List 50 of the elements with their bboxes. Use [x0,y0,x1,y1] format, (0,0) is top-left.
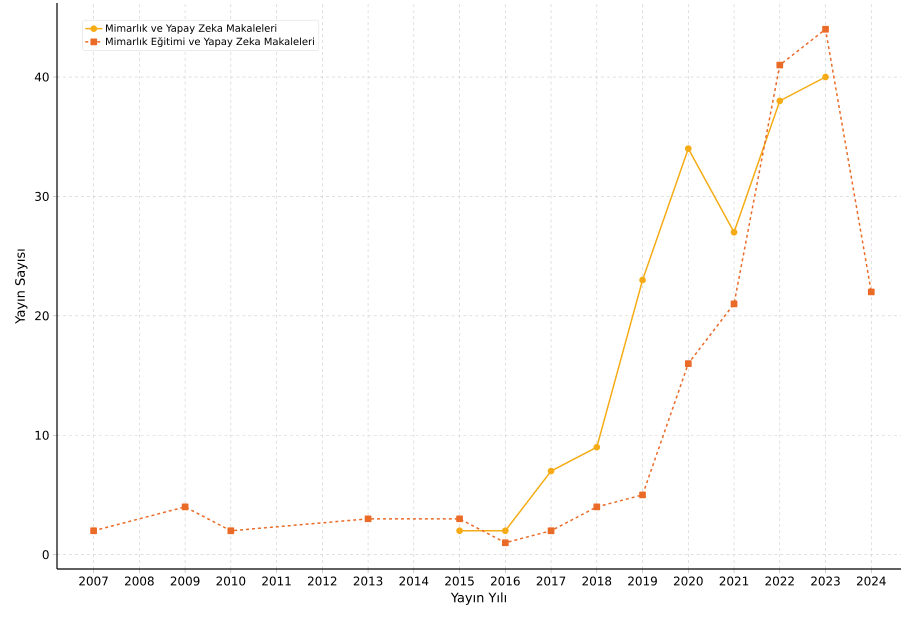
point [868,288,875,296]
x-tick-label: 2010 [216,576,246,586]
x-axis-title: Yayın Yılı [450,592,506,605]
x-tick-label: 2022 [765,576,794,586]
point [593,504,600,510]
x-tick-label: 2007 [79,576,108,586]
point [639,492,646,498]
x-tick-label: 2017 [536,576,566,586]
x-tick-label: 2021 [720,576,748,586]
point [502,527,509,534]
point [776,98,784,104]
point [227,527,234,534]
x-tick-label: 2014 [399,576,428,586]
legend-label: Mimarlık ve Yapay Zeka Makaleleri [106,24,276,34]
point [822,26,829,33]
x-tick-label: 2020 [674,576,703,586]
point [593,444,600,451]
point [548,527,554,534]
x-tick-label: 2009 [170,576,200,586]
point [684,360,692,367]
y-tick-label: 0 [42,550,49,560]
point [456,515,463,522]
point [548,468,554,474]
point [364,515,372,522]
point [776,62,784,68]
x-tick-label: 2008 [125,576,154,586]
x-tick-label: 2015 [445,576,474,586]
x-tick-label: 2019 [628,576,657,586]
x-tick-label: 2013 [354,576,382,586]
legend-label: Mimarlık Eğitimi ve Yapay Zeka Makaleleri [106,37,314,48]
point [456,527,463,534]
y-tick-label: 30 [35,192,49,201]
x-tick-label: 2024 [856,576,886,586]
point [730,228,738,236]
y-tick-label: 10 [36,430,49,440]
x-tick-label: 2018 [582,576,612,586]
y-axis-title: Yayın Sayısı [15,249,28,324]
point [822,74,829,80]
y-tick-label: 40 [34,72,49,82]
x-tick-label: 2011 [262,576,291,586]
point [90,527,97,534]
point [730,300,738,308]
point [639,276,646,284]
x-tick-label: 2012 [308,576,336,586]
x-tick-label: 2016 [490,576,520,586]
point [182,504,188,510]
x-tick-label: 2023 [811,576,840,586]
point [502,539,509,546]
y-tick-label: 20 [35,311,49,320]
point [684,145,692,152]
